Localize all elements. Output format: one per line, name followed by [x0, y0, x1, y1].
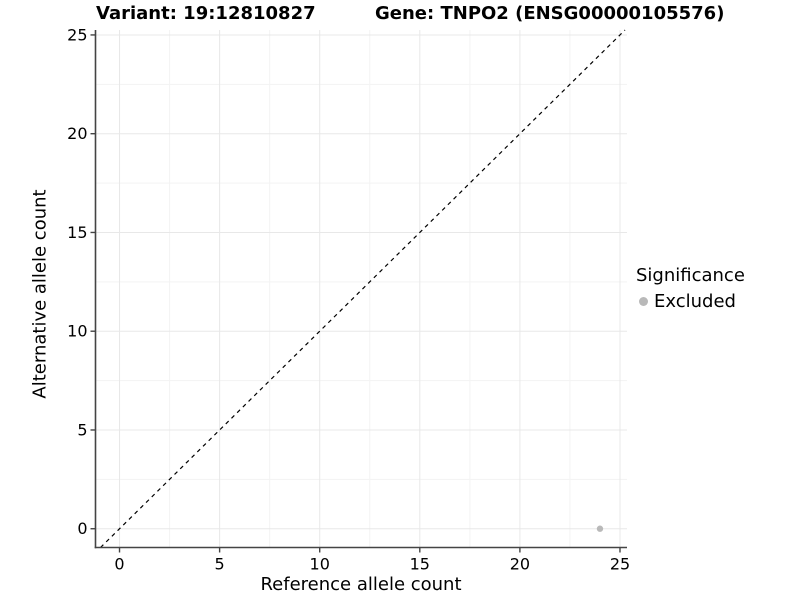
x-axis-title: Reference allele count	[260, 574, 462, 595]
x-tick-label: 25	[610, 555, 630, 574]
plot-title-gene: Gene: TNPO2 (ENSG00000105576)	[375, 3, 725, 24]
y-tick-label: 25	[67, 25, 87, 44]
legend-title: Significance	[636, 265, 745, 286]
x-tick-label: 20	[510, 555, 530, 574]
legend: Significance Excluded	[636, 265, 745, 312]
x-tick-label: 15	[410, 555, 430, 574]
y-tick-label: 20	[67, 124, 87, 143]
y-axis-title: Alternative allele count	[29, 189, 51, 399]
x-tick-label: 0	[114, 555, 124, 574]
legend-item-label: Excluded	[654, 290, 736, 312]
x-tick-label: 10	[310, 555, 330, 574]
y-tick-label: 5	[77, 420, 87, 439]
data-point	[596, 525, 604, 532]
x-tick-label: 5	[215, 555, 225, 574]
y-tick-label: 10	[67, 322, 87, 341]
excluded-point-icon	[639, 296, 648, 306]
y-tick-label: 15	[67, 223, 87, 242]
y-tick-label: 0	[77, 519, 87, 538]
legend-item-excluded: Excluded	[636, 290, 745, 312]
plot-title-variant: Variant: 19:12810827	[96, 3, 316, 24]
identity-line	[100, 29, 626, 548]
